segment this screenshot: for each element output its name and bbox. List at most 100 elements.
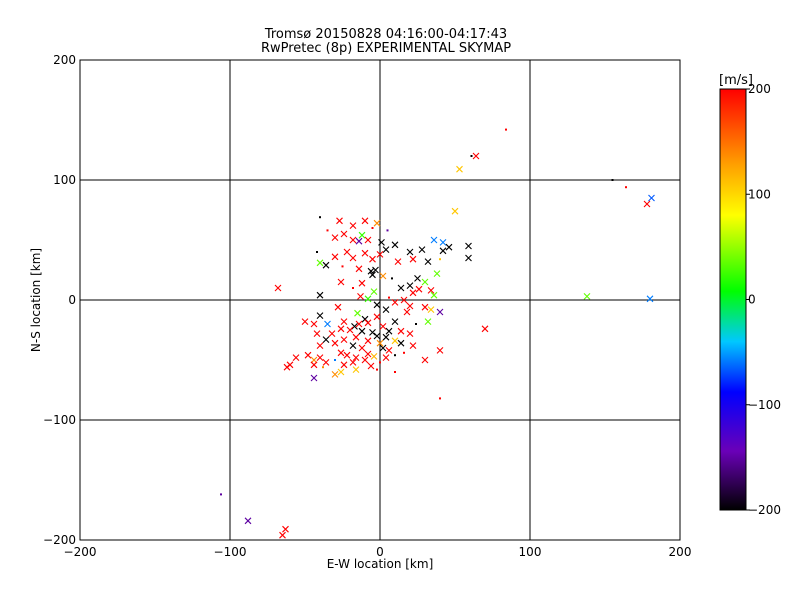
data-point-cross: [370, 288, 378, 295]
data-point-cross: [372, 266, 379, 274]
data-point-cross: [385, 347, 393, 354]
data-point-cross: [310, 374, 318, 382]
data-point-cross: [430, 236, 438, 244]
data-point-cross: [391, 299, 399, 306]
y-axis-ticks: −200 −100 0 100 200: [43, 53, 680, 547]
data-point-cross: [379, 323, 387, 330]
data-point-cross: [583, 293, 591, 300]
data-point-dot: [316, 251, 318, 253]
data-point-dot: [439, 397, 441, 400]
data-point-cross: [340, 318, 348, 325]
data-point-cross: [391, 337, 399, 345]
data-point-dot: [386, 229, 389, 232]
data-point-cross: [301, 318, 309, 325]
data-point-cross: [349, 236, 357, 244]
data-point-cross: [340, 361, 348, 369]
chart-subtitle: RwPretec (8p) EXPERIMENTAL SKYMAP: [261, 41, 511, 56]
x-tick-label: 0: [376, 545, 384, 559]
data-point-cross: [355, 265, 363, 273]
data-point-cross: [378, 239, 385, 246]
data-point-cross: [406, 302, 414, 310]
data-point-cross: [279, 531, 286, 539]
data-point-cross: [433, 270, 441, 277]
data-point-cross: [322, 359, 330, 366]
data-point-cross: [349, 359, 357, 366]
data-point-dot: [505, 128, 507, 131]
data-point-cross: [331, 339, 339, 347]
data-point-dot: [376, 368, 378, 371]
data-point-cross: [451, 207, 459, 215]
data-point-cross: [376, 339, 384, 347]
data-point-cross: [349, 222, 357, 229]
data-point-cross: [391, 241, 399, 249]
data-point-cross: [337, 278, 345, 286]
data-point-cross: [436, 347, 444, 354]
data-point-dot: [625, 186, 627, 189]
data-point-cross: [324, 320, 331, 328]
y-tick-label: −200: [43, 533, 76, 547]
data-point-cross: [337, 325, 345, 333]
y-tick-label: −100: [43, 413, 76, 427]
data-point-cross: [397, 327, 405, 335]
x-tick-label: −200: [64, 545, 97, 559]
x-axis-ticks: −200 −100 0 100 200: [64, 60, 691, 559]
data-point-cross: [322, 261, 330, 269]
data-point-cross: [340, 230, 348, 238]
y-tick-label: 0: [68, 293, 76, 307]
data-point-cross: [316, 354, 324, 361]
data-point-cross: [465, 242, 472, 250]
data-point-cross: [373, 301, 381, 309]
data-point-cross: [337, 368, 345, 376]
data-point-cross: [418, 246, 426, 253]
data-point-cross: [349, 342, 357, 349]
data-point-cross: [370, 353, 378, 360]
data-point-cross: [382, 354, 390, 361]
data-point-cross: [358, 327, 366, 335]
data-point-cross: [310, 361, 318, 369]
data-point-cross: [456, 165, 463, 173]
data-point-cross: [343, 351, 351, 359]
data-point-dot: [341, 265, 344, 268]
data-point-cross: [331, 234, 339, 241]
data-point-dot: [415, 323, 417, 325]
data-point-cross: [409, 289, 417, 297]
data-point-cross: [361, 356, 369, 364]
data-point-cross: [337, 349, 345, 357]
data-point-cross: [385, 327, 393, 335]
data-point-cross: [439, 247, 447, 255]
colorbar-ticks: −200 −100 0 100 200: [746, 82, 781, 517]
y-axis-label: N-S location [km]: [29, 248, 43, 352]
data-point-cross: [427, 306, 435, 313]
data-point-cross: [427, 287, 435, 294]
data-point-cross: [648, 194, 655, 202]
data-point-cross: [400, 296, 408, 304]
data-point-cross: [421, 278, 429, 286]
data-point-cross: [282, 525, 289, 533]
data-point-dot: [371, 227, 374, 229]
data-point-cross: [394, 258, 402, 265]
data-point-cross: [354, 309, 361, 317]
data-point-cross: [421, 303, 429, 311]
data-point-cross: [310, 356, 318, 364]
data-point-cross: [472, 152, 480, 160]
data-point-dot: [403, 351, 405, 354]
x-axis-label: E-W location [km]: [327, 557, 434, 571]
data-point-cross: [421, 356, 429, 364]
data-point-cross: [369, 271, 376, 279]
data-point-cross: [351, 323, 358, 330]
data-point-dot: [388, 296, 390, 299]
data-point-cross: [465, 254, 472, 262]
data-point-cross: [336, 217, 343, 225]
data-point-cross: [382, 246, 390, 253]
data-point-cross: [376, 251, 384, 258]
data-point-cross: [283, 363, 291, 371]
data-point-cross: [403, 308, 411, 316]
colorbar-tick-label: 0: [748, 293, 756, 307]
data-point-cross: [244, 517, 252, 525]
data-point-dot: [334, 359, 336, 361]
data-point-cross: [646, 295, 654, 303]
colorbar: [719, 88, 747, 511]
data-point-dot: [611, 179, 614, 181]
data-point-cross: [357, 293, 364, 300]
